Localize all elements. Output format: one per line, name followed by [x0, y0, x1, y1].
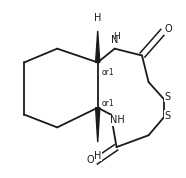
Text: or1: or1 [101, 68, 114, 77]
Text: H: H [94, 12, 101, 22]
Text: O: O [86, 155, 94, 165]
Polygon shape [96, 31, 100, 62]
Text: or1: or1 [101, 99, 114, 108]
Text: S: S [165, 111, 171, 121]
Text: N: N [111, 35, 118, 45]
Text: H: H [94, 151, 101, 161]
Polygon shape [96, 108, 100, 142]
Text: H: H [113, 32, 120, 41]
Text: O: O [165, 24, 172, 34]
Text: S: S [165, 92, 171, 102]
Text: NH: NH [110, 116, 125, 125]
